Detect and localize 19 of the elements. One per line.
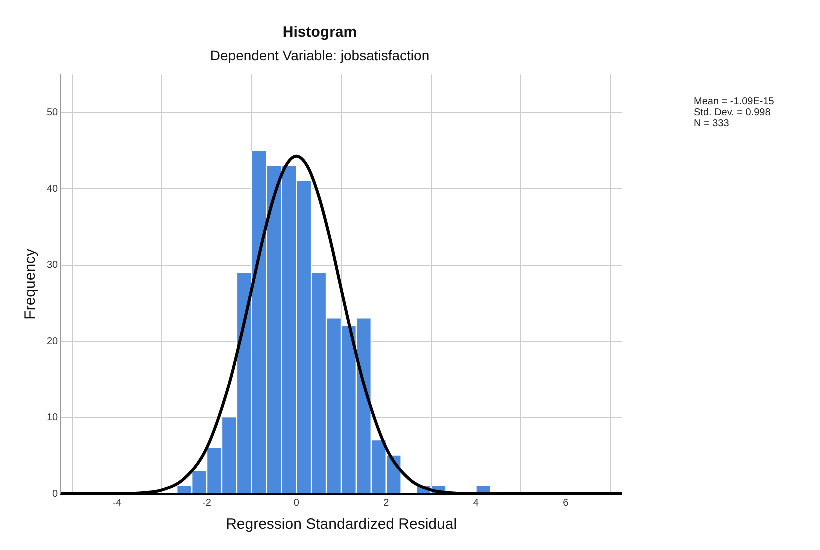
text: Std. Dev. = 0.998 bbox=[694, 108, 772, 119]
x-axis-title: Regression Standardized Residual bbox=[226, 516, 458, 534]
y-tick-label: 0 bbox=[52, 488, 59, 500]
x-tick-label: 6 bbox=[563, 498, 570, 509]
x-tick-label: 4 bbox=[473, 498, 480, 509]
y-axis-title: Frequency bbox=[22, 248, 40, 320]
y-tick-label: 30 bbox=[47, 260, 59, 272]
x-tick-label: 2 bbox=[384, 498, 390, 509]
y-tick-label: 20 bbox=[47, 336, 59, 348]
x-tick-label: -4 bbox=[112, 498, 122, 509]
y-tick-label: 10 bbox=[47, 412, 59, 424]
x-tick-label: 0 bbox=[294, 498, 300, 509]
y-tick-label: 40 bbox=[47, 184, 59, 195]
chart-title: Histogram bbox=[282, 24, 358, 42]
x-tick-label: -2 bbox=[202, 498, 212, 509]
chart-subtitle: Dependent Variable: jobsatisfaction bbox=[210, 47, 430, 64]
text: Mean = -1.09E-15 bbox=[694, 96, 775, 108]
text: N = 333 bbox=[694, 118, 730, 130]
y-tick-label: 50 bbox=[47, 108, 59, 119]
